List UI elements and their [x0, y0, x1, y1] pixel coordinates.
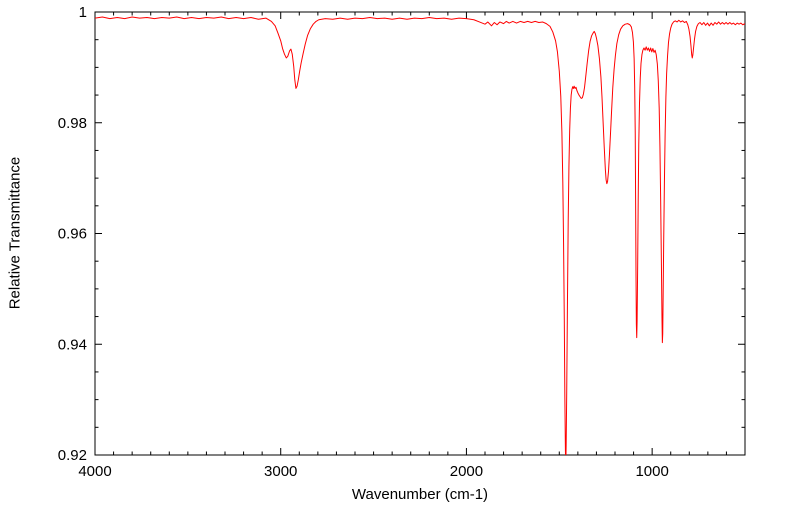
x-tick-label: 2000 — [450, 463, 483, 480]
y-tick-label: 0.94 — [58, 336, 87, 353]
x-tick-label: 1000 — [635, 463, 668, 480]
spectrum-line — [95, 16, 745, 455]
x-tick-label: 4000 — [78, 463, 111, 480]
y-tick-label: 1 — [79, 4, 87, 21]
y-axis-title: Relative Transmittance — [6, 156, 24, 310]
y-tick-label: 0.98 — [58, 115, 87, 132]
plot-frame — [94, 11, 746, 456]
x-tick-label: 3000 — [264, 463, 297, 480]
x-axis-title: Wavenumber (cm-1) — [351, 486, 489, 503]
y-tick-label: 0.96 — [58, 226, 87, 243]
y-tick-label: 0.92 — [58, 447, 87, 464]
